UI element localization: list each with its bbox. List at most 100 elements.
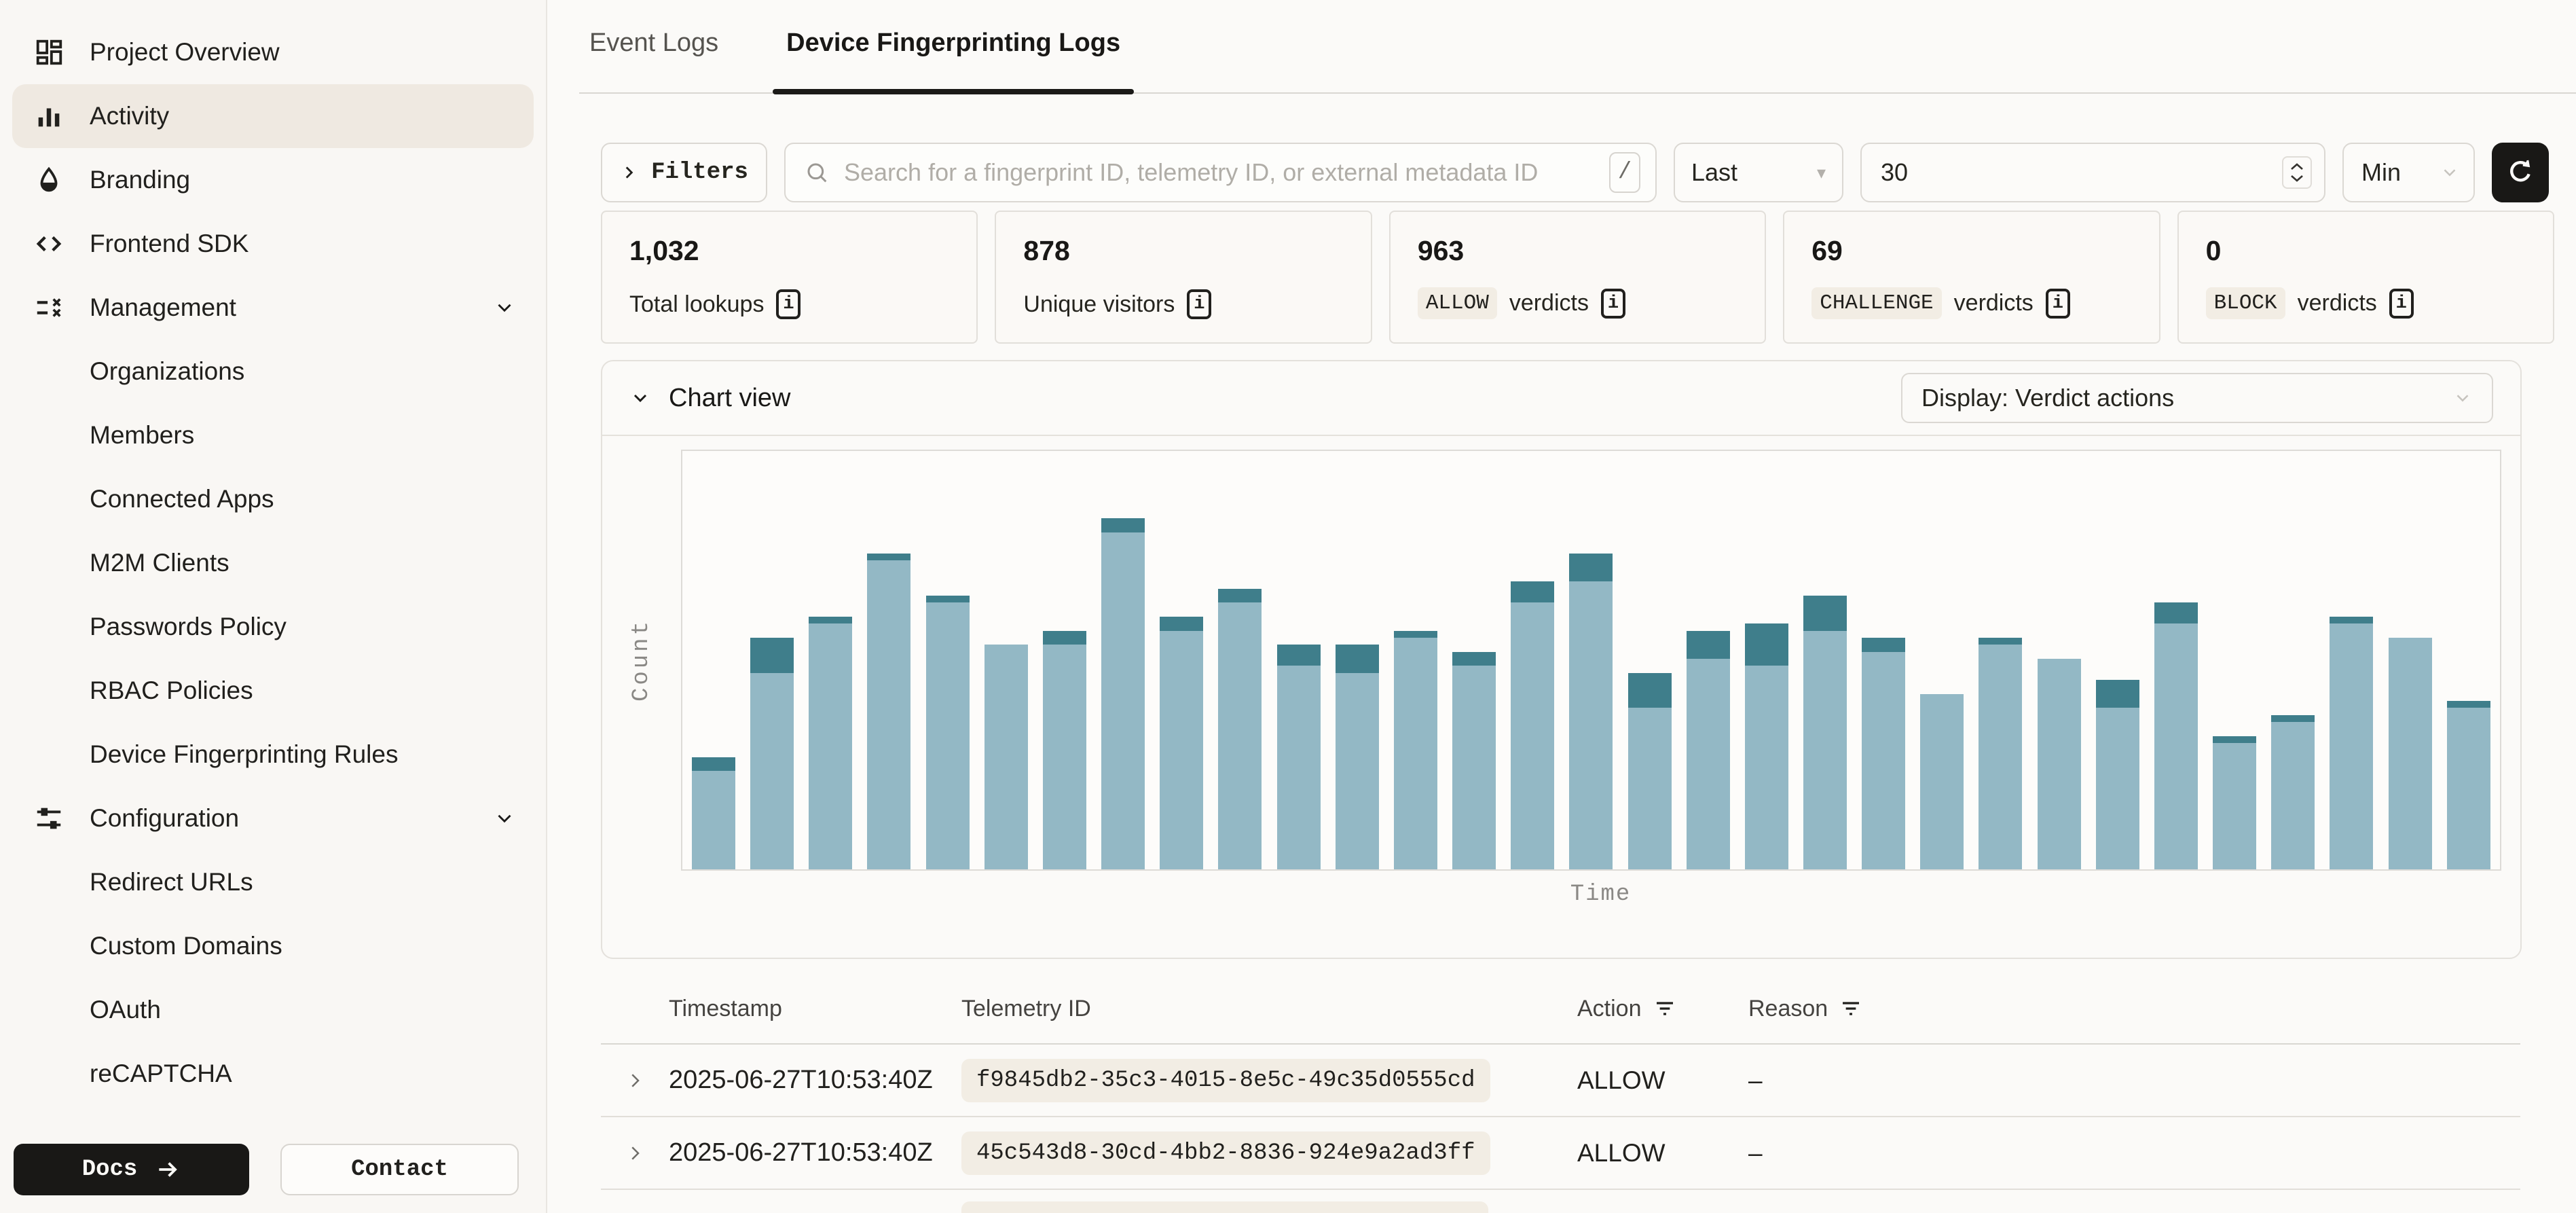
sidebar-subitem[interactable]: Device Fingerprinting Rules (12, 723, 534, 786)
challenge-segment (1979, 638, 2023, 645)
chart-view-toggle[interactable]: Chart view (629, 384, 791, 413)
sidebar-item[interactable]: Project Overview (12, 20, 534, 84)
chart-view-title: Chart view (669, 383, 791, 412)
docs-button[interactable]: Docs (14, 1144, 249, 1195)
allow-segment (1569, 581, 1613, 869)
allow-segment (1101, 532, 1145, 869)
info-icon[interactable]: i (1187, 289, 1212, 319)
action-cell: ALLOW (1577, 1066, 1666, 1094)
challenge-segment (1218, 588, 1262, 603)
allow-segment (2330, 623, 2374, 869)
challenge-segment (1101, 518, 1145, 532)
filters-button[interactable]: Filters (601, 143, 767, 202)
row-expander-icon[interactable] (625, 1070, 652, 1091)
column-header-label: Timestamp (669, 995, 782, 1021)
number-stepper[interactable] (2282, 156, 2312, 189)
allow-segment (1160, 630, 1204, 869)
allow-segment (1218, 602, 1262, 869)
chart-bar (2446, 701, 2490, 869)
sidebar-subitem[interactable]: M2M Clients (12, 531, 534, 595)
column-header-telemetry-id: Telemetry ID (961, 996, 1577, 1022)
challenge-segment (925, 596, 970, 603)
table-row[interactable] (601, 1190, 2520, 1213)
search-input[interactable] (844, 158, 1596, 187)
display-select[interactable]: Display: Verdict actions (1901, 373, 2493, 423)
challenge-segment (867, 554, 911, 561)
info-icon[interactable]: i (2045, 288, 2070, 319)
stat-label: verdicts (1953, 290, 2034, 316)
info-icon[interactable]: i (1600, 288, 1625, 319)
table-row[interactable]: 2025-06-27T10:53:40Z 45c543d8-30cd-4bb2-8… (601, 1117, 2520, 1190)
allow-segment (750, 672, 794, 869)
allow-segment (867, 560, 911, 869)
refresh-button[interactable] (2492, 143, 2549, 202)
y-axis-label: Count (629, 618, 655, 702)
stat-label: Unique visitors (1023, 291, 1175, 317)
sidebar-item[interactable]: Activity (12, 84, 534, 148)
stat-label: verdicts (1509, 290, 1589, 316)
sidebar-item[interactable]: Frontend SDK (12, 212, 534, 276)
allow-segment (1744, 666, 1788, 869)
sidebar-item-label: Configuration (90, 804, 240, 832)
column-header-timestamp: Timestamp (669, 996, 961, 1022)
reason-cell: – (1748, 1138, 1763, 1167)
sidebar-item[interactable]: Branding (12, 148, 534, 212)
sidebar-subitem[interactable]: Connected Apps (12, 467, 534, 531)
stat-value: 1,032 (629, 235, 699, 266)
sidebar-subitem[interactable]: RBAC Policies (12, 659, 534, 723)
telemetry-id-cell (961, 1201, 1577, 1213)
sidebar-subitem[interactable]: Organizations (12, 340, 534, 403)
sidebar: Project Overview Activity Branding Frontend… (0, 0, 547, 1213)
range-mode-value: Last (1691, 158, 1738, 186)
chart-bar (2271, 714, 2315, 869)
range-unit-select[interactable]: Min (2342, 143, 2475, 202)
chart-bar (867, 554, 911, 869)
range-mode-select[interactable]: Last ▾ (1674, 143, 1843, 202)
allow-segment (1627, 708, 1672, 869)
chart-bars (692, 451, 2490, 869)
allow-segment (1042, 645, 1086, 869)
challenge-segment (1393, 630, 1437, 638)
sidebar-item-label: Device Fingerprinting Rules (90, 740, 399, 768)
info-icon[interactable]: i (2389, 288, 2414, 319)
allow-segment (2095, 708, 2139, 869)
sidebar-subitem[interactable]: Members (12, 403, 534, 467)
contact-button[interactable]: Contact (280, 1144, 519, 1195)
info-icon[interactable]: i (776, 289, 801, 319)
challenge-segment (1569, 554, 1613, 582)
row-expander-icon[interactable] (625, 1143, 652, 1163)
challenge-segment (1803, 596, 1847, 631)
table-row[interactable]: 2025-06-27T10:53:40Z f9845db2-35c3-4015-8… (601, 1045, 2520, 1117)
sidebar-item[interactable]: Configuration (12, 786, 534, 850)
allow-segment (925, 602, 970, 869)
range-value-input[interactable]: 30 (1860, 143, 2325, 202)
sidebar-subitem[interactable]: OAuth (12, 978, 534, 1042)
challenge-segment (1862, 638, 1906, 652)
sidebar-subitem[interactable]: Custom Domains (12, 914, 534, 978)
allow-segment (1803, 630, 1847, 869)
stat-label-row: Unique visitors i (1023, 289, 1343, 319)
sidebar-item-label: Passwords Policy (90, 613, 287, 640)
sidebar-subitem[interactable]: reCAPTCHA (12, 1042, 534, 1106)
chart-bar (925, 596, 970, 869)
sidebar-item[interactable]: Management (12, 276, 534, 340)
column-header-label: Telemetry ID (961, 995, 1091, 1021)
y-axis-label-col: Count (602, 450, 681, 871)
sidebar-item-label: Organizations (90, 357, 245, 385)
challenge-segment (2095, 680, 2139, 708)
allow-segment (2388, 638, 2432, 869)
tab-event-logs[interactable]: Event Logs (589, 29, 719, 57)
column-header-action: Action (1577, 996, 1748, 1022)
chart-bar (1511, 581, 1555, 869)
stat-card: 0 BLOCK verdicts i (2177, 211, 2555, 344)
filter-icon[interactable] (1654, 998, 1676, 1019)
filter-icon[interactable] (1840, 998, 1862, 1019)
tab-device-fingerprinting-logs[interactable]: Device Fingerprinting Logs (773, 29, 1135, 94)
code-icon (33, 228, 65, 260)
sidebar-subitem[interactable]: Passwords Policy (12, 595, 534, 659)
challenge-segment (1744, 623, 1788, 666)
challenge-segment (692, 757, 735, 772)
sidebar-subitem[interactable]: Redirect URLs (12, 850, 534, 914)
range-value: 30 (1881, 158, 1909, 186)
